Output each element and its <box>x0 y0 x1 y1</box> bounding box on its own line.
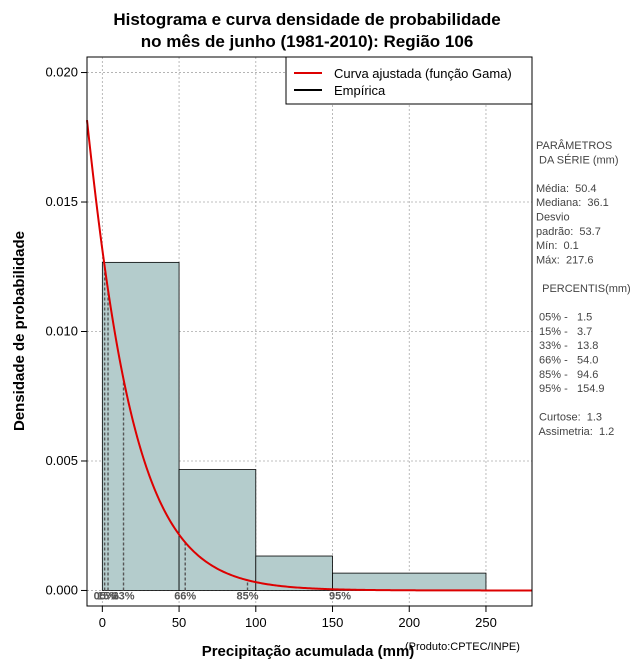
legend: Curva ajustada (função Gama) Empírica <box>285 56 533 105</box>
y-tick-label-2: 0.010 <box>45 324 78 339</box>
x-axis-ticks: 0 50 100 150 200 250 <box>99 606 497 630</box>
credit-label: (Produto:CPTEC/INPE) <box>405 641 520 653</box>
x-tick-label-3: 150 <box>322 615 344 630</box>
side-panel-line-12: 05% - 1.5 <box>536 312 592 324</box>
side-panel-line-15: 66% - 54.0 <box>536 355 598 367</box>
y-tick-label-4: 0.020 <box>45 65 78 80</box>
side-panel-line-17: 95% - 154.9 <box>536 383 605 395</box>
chart-title-line-1: Histograma e curva densidade de probabil… <box>113 10 500 29</box>
x-tick-label-2: 100 <box>245 615 267 630</box>
side-panel-line-7: Mín: 0.1 <box>536 240 579 252</box>
side-panel-line-6: padrão: 53.7 <box>536 226 601 238</box>
x-tick-label-0: 0 <box>99 615 106 630</box>
side-panel-line-4: Mediana: 36.1 <box>536 197 609 209</box>
histogram-bar-0 <box>101 261 180 591</box>
curve-path <box>86 120 532 592</box>
side-panel-line-0: PARÂMETROS <box>536 139 612 152</box>
fitted-curve <box>86 120 532 592</box>
y-tick-label-0: 0.000 <box>45 582 78 597</box>
y-axis-label: Densidade de probabilidade <box>11 231 28 431</box>
y-tick-label-3: 0.015 <box>45 194 78 209</box>
side-panel-line-14: 33% - 13.8 <box>536 340 598 352</box>
percentile-label-4: 85% <box>236 590 258 602</box>
side-panel-line-19: Curtose: 1.3 <box>536 412 602 424</box>
x-tick-label-1: 50 <box>172 615 186 630</box>
histogram-bar-3 <box>332 572 487 591</box>
y-tick-label-1: 0.005 <box>45 453 78 468</box>
y-axis-ticks: 0.000 0.005 0.010 0.015 0.020 <box>45 65 87 597</box>
side-panel-line-10: PERCENTIS(mm) <box>536 283 631 295</box>
histogram-bar-2 <box>255 555 333 591</box>
chart-title-line-2: no mês de junho (1981-2010): Região 106 <box>141 32 474 51</box>
side-panel-line-8: Máx: 217.6 <box>536 254 593 266</box>
histogram-bar-1 <box>178 469 257 591</box>
percentile-label-2: 33% <box>113 590 135 602</box>
side-panel-line-1: DA SÉRIE (mm) <box>536 153 619 166</box>
x-axis-label: Precipitação acumulada (mm) <box>202 643 415 660</box>
series-parameters-panel: PARÂMETROS DA SÉRIE (mm) Média: 50.4 Media… <box>536 139 631 438</box>
side-panel-line-13: 15% - 3.7 <box>536 326 592 338</box>
legend-box <box>285 56 533 105</box>
side-panel-line-5: Desvio <box>536 212 570 224</box>
percentile-markers: 05%15%33% 66% 85% 95% <box>94 266 351 602</box>
side-panel-line-3: Média: 50.4 <box>536 183 597 195</box>
legend-label-empirical: Empírica <box>334 83 386 98</box>
side-panel-line-20: Assimetria: 1.2 <box>536 426 614 438</box>
histogram-bars <box>101 261 487 591</box>
percentile-label-1: 15% <box>97 590 119 602</box>
percentile-label-3: 66% <box>174 590 196 602</box>
percentile-label-0: 05% <box>94 590 116 602</box>
legend-label-curve: Curva ajustada (função Gama) <box>334 66 512 81</box>
x-tick-label-4: 200 <box>398 615 420 630</box>
percentile-label-5: 95% <box>329 590 351 602</box>
x-tick-label-5: 250 <box>475 615 497 630</box>
side-panel-line-16: 85% - 94.6 <box>536 369 598 381</box>
